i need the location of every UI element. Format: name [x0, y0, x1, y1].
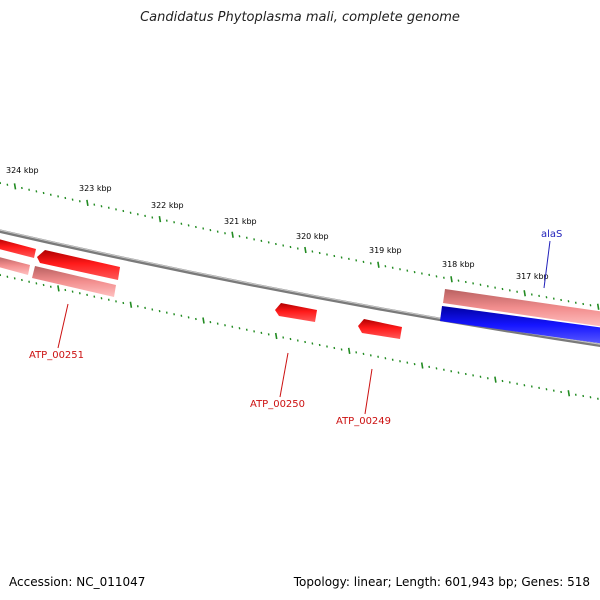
- ruler-major-tick: [304, 246, 307, 254]
- ruler-major-tick: [13, 183, 17, 190]
- ruler-major-tick: [523, 290, 526, 297]
- genome-summary-text: Topology: linear; Length: 601,943 bp; Ge…: [293, 575, 590, 589]
- accession-text: Accession: NC_011047: [9, 575, 146, 589]
- gene-feature-pink[interactable]: [443, 289, 600, 327]
- ruler-major-tick: [57, 285, 60, 292]
- ruler-major-tick: [567, 390, 571, 397]
- gene-feature-pink[interactable]: [0, 256, 30, 275]
- gene-feature-pink[interactable]: [32, 266, 116, 297]
- ruler-major-tick: [86, 199, 89, 207]
- ruler-major-tick: [129, 301, 133, 308]
- gene-feature-atp00249[interactable]: [358, 319, 402, 339]
- label-leaders: [57, 240, 551, 415]
- ruler-major-tick: [596, 303, 600, 310]
- gene-feature-red[interactable]: [0, 238, 36, 258]
- gene-feature-atp00251[interactable]: [37, 250, 120, 280]
- ruler-major-tick: [274, 332, 278, 340]
- gene-features: [0, 238, 600, 344]
- scale-label-317: 317 kbp: [516, 272, 549, 281]
- upper-scale-ruler: [0, 181, 600, 310]
- scale-label-321: 321 kbp: [224, 217, 257, 226]
- ruler-major-tick: [450, 276, 453, 283]
- gene-labels: ATP_00251 ATP_00250 ATP_00249 alaS: [29, 229, 562, 427]
- leader-atp00250: [279, 352, 289, 398]
- leader-alas: [543, 240, 551, 289]
- leader-atp00251: [57, 303, 69, 349]
- gene-label-atp00249[interactable]: ATP_00249: [336, 416, 391, 427]
- ruler-major-tick: [420, 362, 424, 369]
- gene-feature-atp00250[interactable]: [275, 303, 317, 322]
- map-title: Candidatus Phytoplasma mali, complete ge…: [140, 10, 460, 25]
- scale-label-324: 324 kbp: [6, 166, 39, 175]
- scale-labels: 324 kbp 323 kbp 322 kbp 321 kbp 320 kbp …: [6, 166, 549, 281]
- scale-label-320: 320 kbp: [296, 232, 329, 241]
- gene-label-atp00251[interactable]: ATP_00251: [29, 350, 84, 361]
- ruler-major-tick: [347, 347, 351, 355]
- genome-backbone: [0, 229, 600, 348]
- ruler-major-tick: [202, 317, 205, 324]
- scale-label-322: 322 kbp: [151, 201, 184, 210]
- scale-label-319: 319 kbp: [369, 246, 402, 255]
- ruler-major-tick: [231, 231, 234, 238]
- gene-label-atp00250[interactable]: ATP_00250: [250, 399, 305, 410]
- gene-feature-alas[interactable]: [440, 306, 600, 344]
- ruler-major-tick: [494, 376, 497, 383]
- scale-label-318: 318 kbp: [442, 260, 475, 269]
- gene-label-alas[interactable]: alaS: [541, 229, 562, 240]
- scale-label-323: 323 kbp: [79, 184, 112, 193]
- lower-scale-ruler: [0, 273, 599, 400]
- ruler-major-tick: [377, 261, 380, 268]
- leader-atp00249: [364, 368, 373, 415]
- ruler-major-tick: [158, 215, 162, 223]
